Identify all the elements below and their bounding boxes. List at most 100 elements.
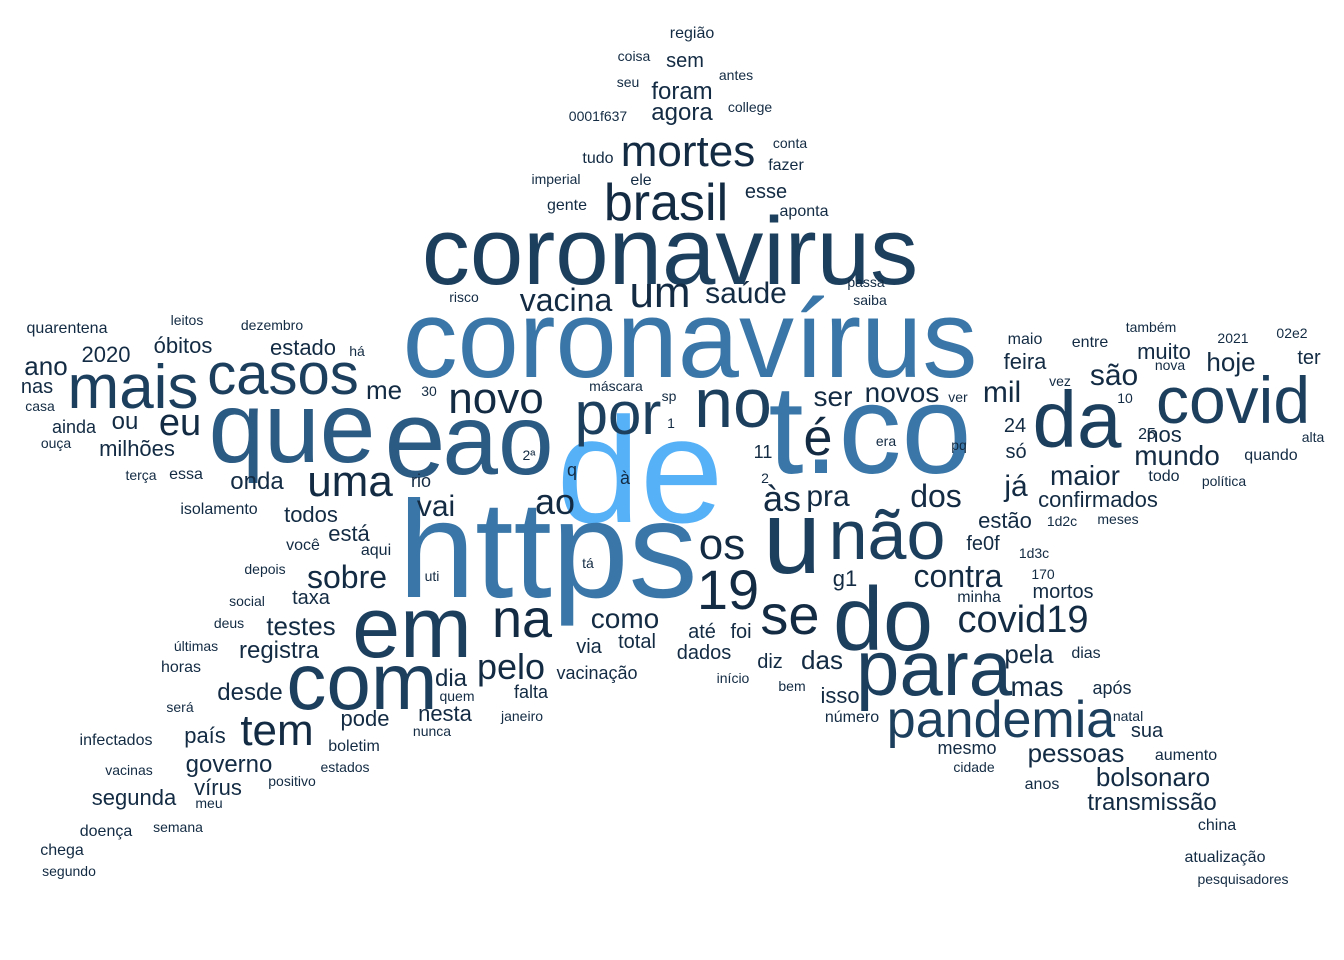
word-23: 19 — [696, 558, 760, 621]
word-42: saúde — [705, 277, 787, 310]
word-15: no — [694, 364, 772, 442]
word-85: estão — [978, 508, 1032, 533]
word-181: passa — [847, 274, 885, 290]
word-94: esse — [744, 181, 788, 203]
word-155: dezembro — [240, 317, 304, 333]
word-25: na — [491, 589, 553, 649]
word-40: sobre — [306, 559, 388, 595]
word-83: vírus — [194, 775, 242, 800]
word-20: casos — [207, 342, 359, 407]
word-16: não — [828, 496, 946, 574]
word-72: 2020 — [81, 342, 131, 367]
word-49: novos — [864, 377, 940, 408]
word-76: nesta — [418, 701, 472, 726]
word-62: ou — [111, 408, 139, 435]
word-194: pq — [951, 437, 967, 453]
word-185: seu — [616, 74, 640, 90]
word-27: mortes — [620, 127, 756, 176]
word-37: ao — [534, 481, 576, 522]
word-38: dos — [910, 478, 962, 514]
word-191: vez — [1049, 373, 1071, 389]
word-39: contra — [913, 558, 1003, 594]
word-106: ainda — [51, 417, 97, 437]
word-178: 30 — [421, 383, 437, 399]
word-59: pela — [1004, 639, 1054, 669]
word-105: após — [1092, 678, 1132, 698]
word-161: ouça — [40, 435, 72, 451]
word-97: ter — [1297, 347, 1321, 369]
word-160: casa — [25, 398, 55, 414]
word-115: boletim — [328, 738, 380, 755]
word-129: aqui — [360, 542, 392, 559]
word-66: registra — [238, 637, 320, 664]
word-70: isso — [820, 683, 860, 708]
word-114: 25 — [1138, 426, 1156, 443]
word-78: feira — [1003, 349, 1047, 374]
word-84: está — [328, 521, 370, 546]
word-121: aponta — [779, 203, 829, 220]
word-180: leitos — [170, 312, 204, 328]
word-141: horas — [160, 659, 202, 676]
word-60: me — [365, 375, 403, 405]
word-166: meu — [195, 795, 223, 811]
word-195: ver — [948, 389, 968, 405]
word-138: quando — [1244, 447, 1298, 464]
word-137: maio — [1007, 331, 1043, 348]
word-192: 10 — [1117, 390, 1133, 406]
word-134: atualização — [1184, 849, 1266, 866]
word-3: t.co — [768, 359, 972, 500]
word-99: fe0f — [966, 533, 1000, 555]
word-80: milhões — [99, 436, 175, 461]
word-51: mas — [1010, 671, 1064, 702]
word-128: essa — [169, 466, 203, 483]
word-52: maior — [1049, 460, 1121, 491]
word-116: aumento — [1154, 747, 1218, 764]
word-175: tá — [582, 555, 594, 571]
word-174: uti — [424, 568, 440, 584]
word-96: até — [688, 621, 716, 643]
word-19: por — [574, 380, 662, 447]
word-47: pra — [806, 480, 850, 513]
word-123: tudo — [582, 150, 614, 167]
word-44: mil — [982, 376, 1022, 409]
word-108: vacinação — [556, 663, 638, 683]
word-71: óbitos — [153, 333, 213, 358]
word-67: dia — [434, 665, 468, 692]
word-35: às — [762, 478, 802, 519]
word-64: transmissão — [1087, 789, 1217, 816]
word-198: 1 — [667, 415, 675, 431]
word-119: você — [286, 537, 320, 554]
word-11: do — [832, 570, 934, 670]
word-81: país — [184, 723, 226, 748]
word-95: foi — [730, 621, 752, 643]
word-101: total — [618, 631, 656, 653]
word-165: positivo — [268, 773, 316, 789]
word-90: diz — [757, 651, 783, 673]
word-158: deus — [213, 615, 245, 631]
word-7: que — [208, 372, 376, 484]
word-74: foram — [651, 78, 713, 105]
word-107: falta — [513, 682, 549, 702]
word-196: alta — [1301, 429, 1325, 445]
word-77: segunda — [91, 785, 177, 810]
word-2: https — [398, 473, 698, 627]
word-177: máscara — [589, 378, 643, 394]
word-157: social — [229, 593, 265, 609]
word-169: será — [166, 699, 194, 715]
word-142: 170 — [1031, 566, 1055, 582]
word-29: tem — [240, 706, 314, 755]
word-152: 0001f637 — [568, 108, 628, 124]
word-168: semana — [153, 819, 203, 835]
word-21: pandemia — [886, 691, 1116, 749]
word-109: mesmo — [937, 738, 997, 758]
word-130: china — [1197, 817, 1237, 834]
word-30: novo — [448, 374, 544, 423]
word-159: terça — [125, 467, 157, 483]
word-86: confirmados — [1038, 487, 1158, 512]
word-43: já — [1004, 470, 1028, 503]
word-118: dias — [1071, 645, 1101, 662]
word-104: sua — [1130, 720, 1164, 742]
word-9: em — [352, 580, 472, 676]
word-143: 1d3c — [1018, 545, 1050, 561]
